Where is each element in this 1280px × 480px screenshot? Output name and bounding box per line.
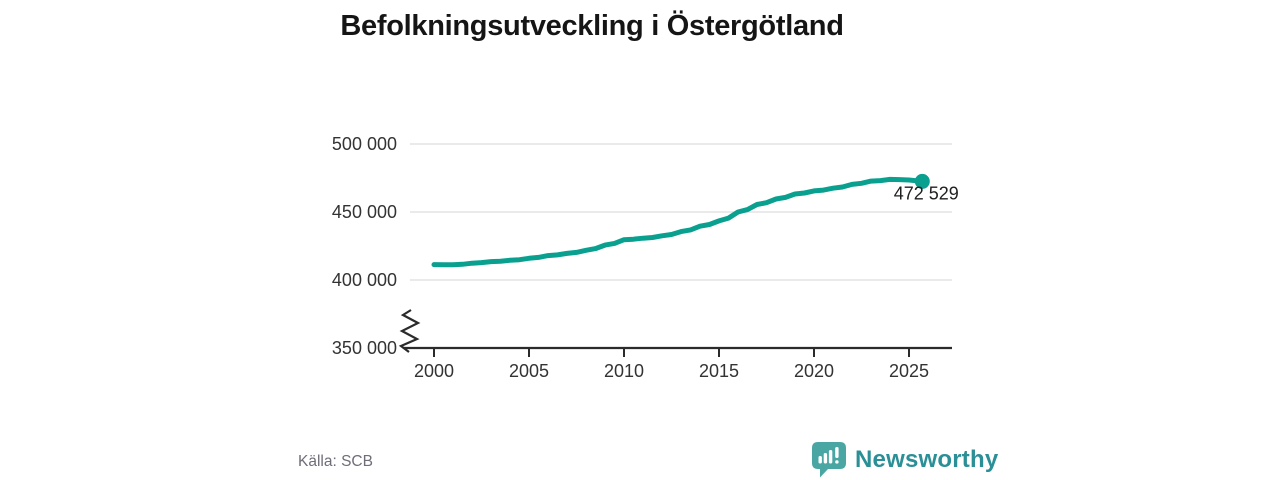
y-axis-tick-label: 500 000 (332, 134, 397, 154)
x-axis-tick-label: 2025 (889, 361, 929, 381)
source-caption: Källa: SCB (298, 453, 373, 470)
latest-value-dot (914, 173, 930, 189)
population-line (431, 176, 925, 268)
x-axis-tick-label: 2015 (699, 361, 739, 381)
y-axis-tick-label: 350 000 (332, 338, 397, 358)
y-axis-tick-label: 450 000 (332, 202, 397, 222)
axis-break-squiggle (398, 309, 421, 353)
axis-tick-labels: 350 000 400 000 450 000 500 000 2000 2005 2010… (332, 134, 929, 381)
x-axis-tick-label: 2020 (794, 361, 834, 381)
newsworthy-logo-text: Newsworthy (855, 446, 999, 473)
x-axis (404, 346, 952, 357)
newsworthy-logo-icon (812, 442, 846, 478)
logo-bars (818, 447, 839, 464)
newsworthy-logo: Newsworthy (812, 442, 998, 478)
x-axis-tick-label: 2005 (509, 361, 549, 381)
y-axis-tick-label: 400 000 (332, 270, 397, 290)
page-title: Befolkningsutveckling i Östergötland (340, 10, 844, 42)
x-axis-tick-label: 2000 (414, 361, 454, 381)
x-axis-tick-label: 2010 (604, 361, 644, 381)
latest-value-label: 472 529 (894, 183, 959, 203)
gridlines (410, 143, 952, 281)
